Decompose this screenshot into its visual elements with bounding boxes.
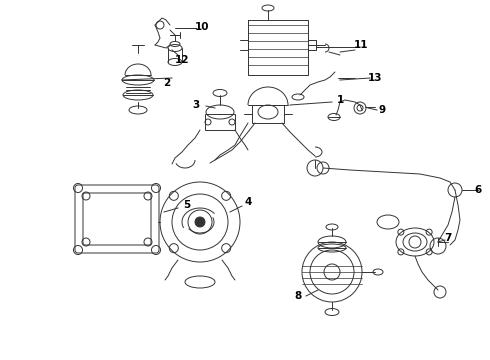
Text: 5: 5	[183, 200, 191, 210]
Text: 3: 3	[193, 100, 199, 110]
Bar	[205, 114, 235, 130]
Text: 8: 8	[294, 291, 302, 301]
Text: 9: 9	[378, 105, 386, 115]
Text: 7: 7	[444, 233, 452, 243]
Text: 4: 4	[245, 197, 252, 207]
Text: 10: 10	[195, 22, 209, 32]
Text: 2: 2	[163, 78, 171, 88]
Text: 12: 12	[175, 55, 189, 65]
Text: 13: 13	[368, 73, 382, 83]
Text: 1: 1	[336, 95, 343, 105]
Text: 11: 11	[354, 40, 368, 50]
Text: 6: 6	[474, 185, 482, 195]
Bar	[252, 105, 284, 123]
Circle shape	[195, 217, 205, 227]
